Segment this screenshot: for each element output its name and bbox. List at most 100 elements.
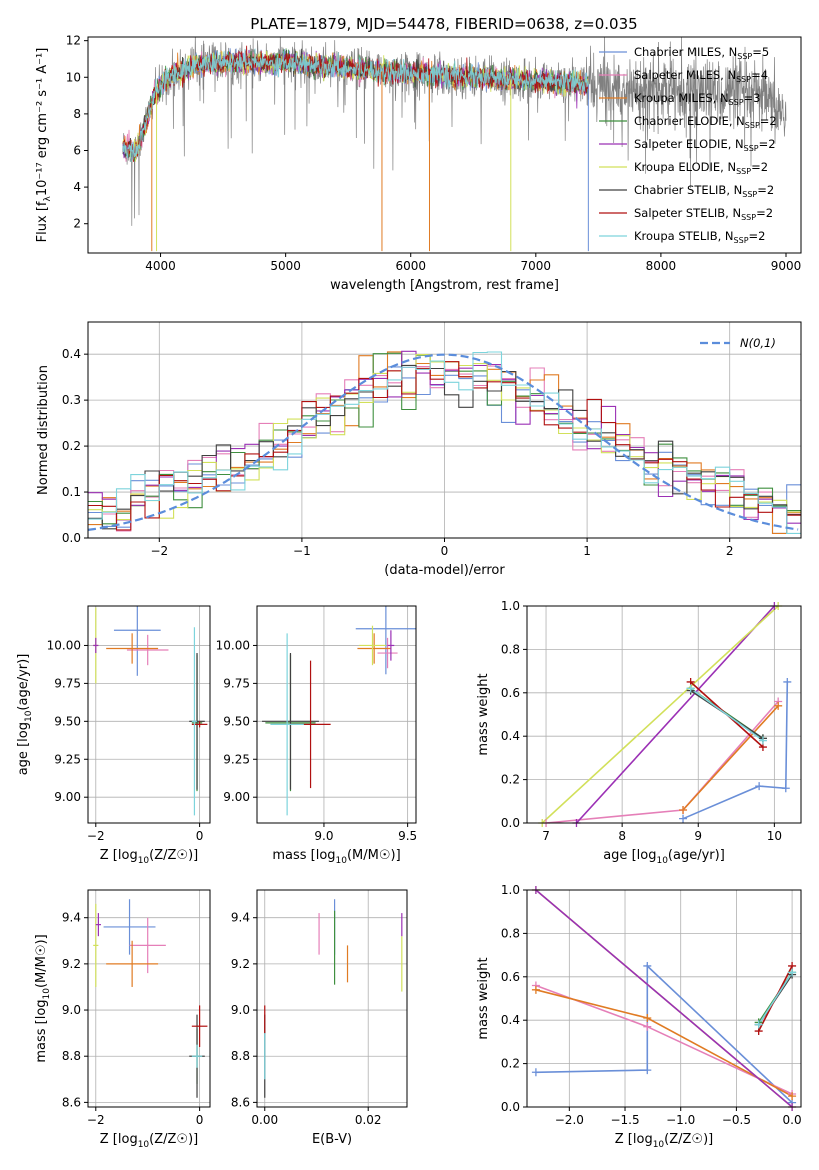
weight-marker-chab_miles [643, 1066, 652, 1075]
legend-label-krou_miles: Kroupa MILES, NSSP=3 [634, 91, 760, 107]
legend-label-post: =3 [744, 91, 761, 105]
x-tick-label: 0 [196, 829, 204, 843]
y-tick-label: 10 [66, 70, 81, 84]
y-tick-label: 0.1 [62, 485, 81, 499]
legend-label-sub: SSP [741, 213, 756, 222]
weight-marker-salp_miles [643, 1022, 652, 1031]
y-tick-label: 9.25 [54, 752, 81, 766]
weight-marker-chab_miles [755, 782, 764, 791]
y-axis-label: mass [log10(M/M☉)] [34, 934, 52, 1062]
x-tick-label: 6000 [395, 259, 426, 273]
weight-marker-krou_miles [679, 805, 688, 814]
x-tick-label: 0 [196, 1113, 204, 1127]
y-tick-label: 8 [73, 107, 81, 121]
plot-area [122, 37, 787, 252]
y-tick-label: 0.2 [501, 1057, 520, 1071]
legend-label-sub: SSP [737, 52, 752, 61]
legend-label-post: =2 [757, 183, 774, 197]
y-axis-label-sub: 10 [42, 988, 52, 1000]
y-tick-label: 0.2 [62, 439, 81, 453]
axes-frame [256, 889, 408, 1108]
legend-label-krou_stelib: Kroupa STELIB, NSSP=2 [634, 229, 765, 245]
weight-line-krou_stelib [690, 687, 764, 742]
weight-marker-krou_stelib [758, 736, 767, 745]
x-tick-label: 0.0 [783, 1113, 802, 1127]
legend-label-salp_elodie: Salpeter ELODIE, NSSP=2 [634, 137, 776, 153]
plot-layer: 4000 5000 6000 7000 8000 900024681012waveleng… [16, 34, 802, 1150]
weight-marker-chab_miles [781, 784, 790, 793]
x-axis-label: E(B-V) [312, 1132, 352, 1147]
legend-label-sub: SSP [745, 121, 760, 130]
legend-label-sub: SSP [729, 98, 744, 107]
weight-marker-chab_miles [531, 1068, 540, 1077]
plot-area [535, 890, 793, 1107]
x-tick-label: −2.0 [555, 1113, 584, 1127]
weight-marker-krou_miles [643, 1014, 652, 1023]
x-axis-label-pre: age [log [603, 848, 656, 863]
x-tick-label: 8000 [646, 259, 677, 273]
histogram-krou_stelib [88, 351, 801, 534]
y-tick-label: 8.8 [231, 1049, 250, 1063]
y-tick-label: 8.6 [62, 1095, 81, 1109]
x-axis-label: Z [log10(Z/Z☉)] [100, 848, 198, 866]
plot-area [262, 606, 416, 816]
y-tick-label: 10.00 [216, 638, 250, 652]
weight-line-krou_stelib [758, 972, 793, 1025]
y-axis-label-post: (M/M☉)] [34, 934, 49, 988]
x-tick-label: 7 [542, 829, 550, 843]
y-tick-label: 8.6 [231, 1095, 250, 1109]
plot-area [264, 899, 403, 1098]
legend-label-chab_miles: Chabrier MILES, NSSP=5 [634, 45, 769, 61]
weight-marker-krou_miles [531, 985, 540, 994]
legend-label-post: =4 [751, 68, 768, 82]
x-axis-label: age [log10(age/yr)] [603, 848, 725, 866]
model-spectrum-krou_stelib [122, 48, 589, 163]
panel-residuals: −2 −1 0 1 2 0.0 0.1 0.2 0.3 0.4 (data-model)/error… [36, 321, 802, 578]
x-tick-label: −0.5 [722, 1113, 751, 1127]
weight-line-krou_miles [535, 989, 793, 1097]
x-axis-label-pre: Z [log [615, 1132, 653, 1147]
y-axis-label-post: (age/yr)] [16, 654, 31, 711]
x-axis-label-post: (age/yr)] [668, 848, 725, 863]
plot-area [88, 350, 801, 534]
y-tick-label: 10.00 [47, 638, 81, 652]
weight-line-chab_miles [682, 681, 789, 820]
legend-label-post: =5 [752, 45, 769, 59]
x-axis-label-pre: Z [log [100, 848, 138, 863]
weight-line-krou_elodie [541, 606, 779, 823]
y-tick-label: 1.0 [501, 599, 520, 613]
y-tick-label: 9.4 [231, 911, 250, 925]
weight-marker-krou_stelib [788, 968, 797, 977]
y-tick-label: 9.00 [223, 790, 250, 804]
plot-area [541, 606, 789, 823]
x-axis-label: Z [log10(Z/Z☉)] [615, 1132, 713, 1150]
legend-label-pre: Kroupa ELODIE, N [634, 160, 736, 174]
x-tick-label: 0.02 [355, 1113, 382, 1127]
y-tick-label: 9.50 [54, 714, 81, 728]
x-axis-label-post: (Z/Z☉)] [664, 1132, 713, 1147]
weight-marker-krou_miles [774, 701, 783, 710]
axes-frame [87, 36, 802, 254]
legend-label-sub: SSP [736, 75, 751, 84]
legend-label-post: =2 [751, 160, 768, 174]
panel-weight_vs_Z: −2.0 −1.5 −1.0 −0.5 0.0 0.0 0.2 0.4 0.6 0.8 1.0 Z [… [476, 883, 802, 1150]
legend-label-salp_stelib: Salpeter STELIB, NSSP=2 [634, 206, 773, 222]
y-tick-label: 0.3 [62, 393, 81, 407]
weight-marker-chab_miles [643, 961, 652, 970]
legend-label-pre: Chabrier ELODIE, N [634, 114, 745, 128]
y-tick-label: 9.4 [62, 911, 81, 925]
weight-marker-chab_miles [783, 677, 792, 686]
y-tick-label: 2 [73, 217, 81, 231]
x-tick-label: 8 [618, 829, 626, 843]
weight-marker-krou_stelib [754, 1020, 763, 1029]
legend-label-post: =2 [759, 137, 776, 151]
plot-area [93, 899, 208, 1098]
weight-line-salp_miles [535, 984, 793, 1095]
x-axis-label-post: (Z/Z☉)] [149, 1132, 198, 1147]
y-axis-label: age [log10(age/yr)] [16, 654, 34, 776]
x-axis-label: (data-model)/error [384, 563, 505, 578]
y-tick-label: 9.0 [62, 1003, 81, 1017]
